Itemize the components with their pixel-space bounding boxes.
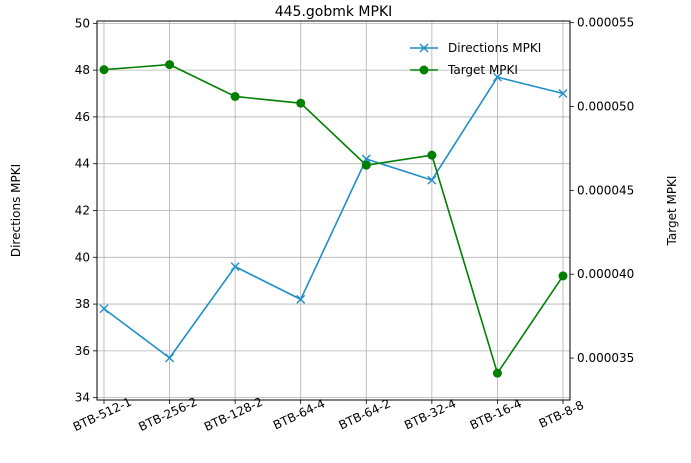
data-point-target [99, 65, 109, 75]
data-point-directions [99, 304, 109, 314]
y-axis-left-label: Directions MPKI [9, 164, 23, 257]
data-point-target [558, 271, 568, 281]
y-left-tick-label: 48 [75, 63, 90, 77]
data-point-directions [296, 294, 306, 304]
x-tick-label: BTB-64-4 [271, 396, 327, 432]
y-right-tick-label: 0.000045 [577, 183, 634, 197]
marker-stroke [296, 294, 306, 304]
data-point-directions [492, 72, 502, 82]
data-point-directions [165, 353, 175, 363]
legend-marker-directions [419, 43, 429, 53]
legend: Directions MPKI Target MPKI [410, 41, 541, 77]
chart-title: 445.gobmk MPKI [275, 4, 393, 20]
marker-stroke [230, 262, 240, 272]
x-tick-label: BTB-128-2 [202, 395, 265, 434]
y-right-tick-label: 0.000050 [577, 100, 634, 114]
data-point-target [361, 160, 371, 170]
marker-stroke [419, 43, 429, 53]
series-line-1 [103, 63, 564, 376]
y-left-tick-label: 34 [75, 391, 90, 405]
x-tick-label: BTB-16-4 [468, 396, 524, 432]
x-tick-label: BTB-256-2 [136, 395, 199, 434]
y-left-tick-label: 44 [75, 157, 90, 171]
y-left-tick-label: 40 [75, 250, 90, 264]
data-point-directions [558, 89, 568, 99]
series-line-0 [103, 76, 564, 360]
y-right-tick-label: 0.000035 [577, 351, 634, 365]
data-point-target [492, 368, 502, 378]
y-left-tick-label: 46 [75, 110, 90, 124]
data-point-target [230, 91, 240, 101]
marker-stroke [492, 72, 502, 82]
x-tick-label: BTB-32-4 [402, 396, 458, 432]
legend-label-target: Target MPKI [447, 63, 518, 77]
marker-stroke [558, 89, 568, 99]
x-tick-label: BTB-8-8 [537, 398, 586, 431]
data-point-directions [427, 175, 437, 185]
y-left-tick-label: 50 [75, 16, 90, 30]
data-point-directions [230, 262, 240, 272]
y-left-tick-label: 36 [75, 344, 90, 358]
x-tick-label: BTB-64-2 [337, 396, 393, 432]
data-point-target [427, 150, 437, 160]
data-point-target [296, 98, 306, 108]
data-point-target [165, 60, 175, 70]
y-left-tick-label: 42 [75, 204, 90, 218]
marker-stroke [99, 304, 109, 314]
y-right-tick-label: 0.000055 [577, 16, 634, 30]
marker-stroke [427, 175, 437, 185]
legend-marker-target [419, 65, 429, 75]
y-left-tick-label: 38 [75, 297, 90, 311]
y-right-tick-label: 0.000040 [577, 267, 634, 281]
y-axis-right-label: Target MPKI [665, 176, 679, 247]
legend-label-directions: Directions MPKI [448, 41, 541, 55]
marker-stroke [165, 353, 175, 363]
